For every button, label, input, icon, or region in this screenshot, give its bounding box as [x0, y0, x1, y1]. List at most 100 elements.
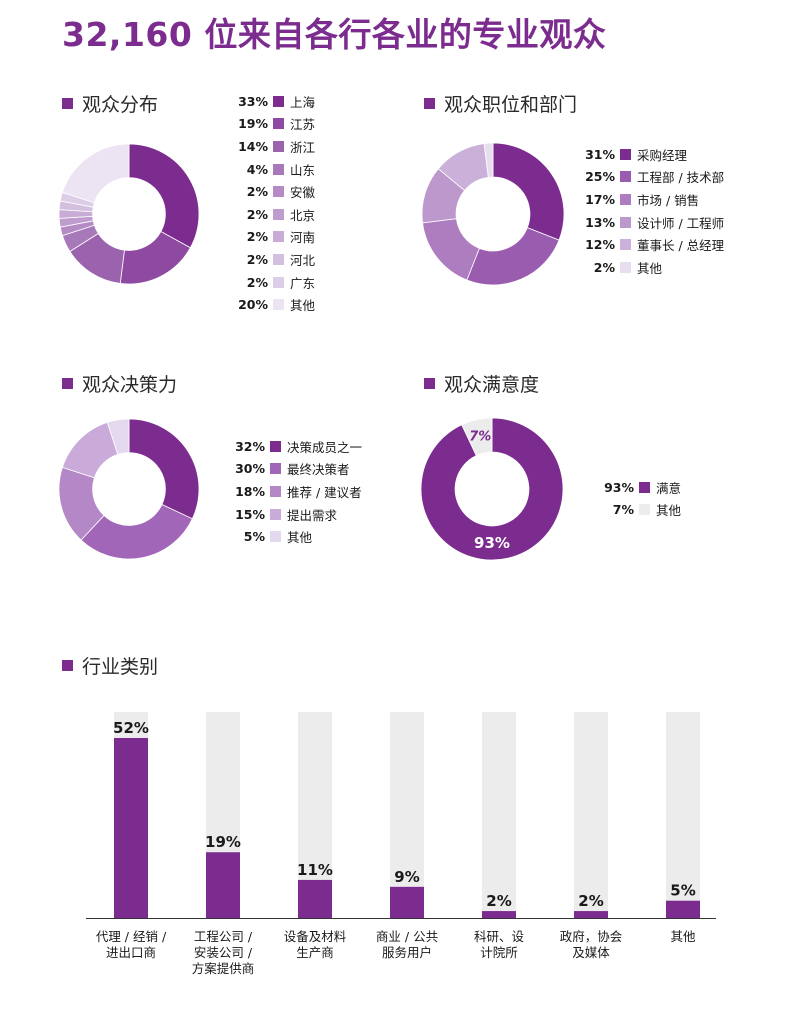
section-marker — [62, 98, 73, 109]
section-title-decision: 观众决策力 — [62, 370, 177, 397]
legend-value: 12% — [585, 237, 615, 253]
legend-value: 93% — [604, 479, 634, 495]
bar — [666, 900, 700, 918]
legend-item: 2% 北京 — [234, 203, 315, 226]
donut-chart-decision — [58, 418, 200, 560]
donut-slice — [61, 143, 130, 204]
legend-value: 32% — [235, 438, 265, 454]
donut-slice — [61, 421, 119, 479]
legend-position: 31% 采购经理 25% 工程部 / 技术部 17% 市场 / 销售 13% 设计师 / 工程… — [581, 143, 724, 279]
legend-swatch — [620, 171, 631, 183]
section-title-position: 观众职位和部门 — [424, 90, 577, 117]
bar — [574, 911, 608, 918]
legend-item: 2% 河北 — [234, 248, 315, 271]
bar — [206, 852, 240, 918]
legend-value: 2% — [246, 274, 268, 290]
legend-item: 25% 工程部 / 技术部 — [581, 166, 724, 189]
legend-item: 14% 浙江 — [234, 135, 315, 158]
section-marker — [424, 98, 435, 109]
legend-item: 5% 其他 — [231, 525, 362, 548]
legend-value: 2% — [246, 229, 268, 245]
bar-category-label: 设备及材料生产商 — [284, 929, 347, 960]
bar-category-label: 其他 — [670, 929, 696, 944]
legend-value: 20% — [238, 297, 268, 313]
slice-label: 93% — [474, 534, 510, 552]
legend-item: 93% 满意 — [600, 476, 681, 499]
bar-value-label: 19% — [205, 833, 241, 851]
legend-label: 广东 — [290, 275, 316, 291]
bar-value-label: 5% — [670, 882, 695, 900]
legend-item: 15% 提出需求 — [231, 503, 362, 526]
legend-swatch — [620, 239, 631, 251]
donut-slice — [128, 418, 200, 520]
legend-swatch — [273, 140, 284, 152]
bar-category-label: 代理 / 经销 /进出口商 — [96, 929, 167, 960]
legend-label: 河南 — [290, 230, 316, 246]
legend-value: 19% — [238, 116, 268, 132]
section-title-text: 行业类别 — [82, 656, 159, 678]
legend-swatch — [273, 95, 284, 107]
legend-satisfaction: 93% 满意 7% 其他 — [600, 476, 681, 521]
section-marker — [62, 660, 73, 671]
legend-swatch — [273, 231, 284, 243]
legend-swatch — [639, 481, 650, 493]
bar-track — [666, 712, 700, 918]
donut-slice — [128, 143, 200, 249]
legend-swatch — [620, 148, 631, 160]
legend-swatch — [273, 299, 284, 311]
bar-track — [574, 712, 608, 918]
legend-item: 7% 其他 — [600, 499, 681, 522]
bar-track — [482, 712, 516, 918]
legend-label: 山东 — [290, 162, 316, 178]
legend-label: 提出需求 — [287, 507, 338, 523]
section-title-satisfaction: 观众满意度 — [424, 370, 539, 397]
legend-label: 采购经理 — [637, 147, 688, 163]
legend-swatch — [273, 208, 284, 220]
bar-value-label: 2% — [486, 892, 511, 910]
bar-category-label: 科研、设计院所 — [474, 929, 525, 960]
section-marker — [62, 378, 73, 389]
legend-item: 2% 安徽 — [234, 180, 315, 203]
bar-category-label: 工程公司 /安装公司 /方案提供商 — [192, 929, 255, 976]
legend-label: 江苏 — [290, 117, 316, 133]
donut-slice — [106, 418, 130, 455]
legend-label: 浙江 — [290, 139, 316, 155]
donut-slice — [466, 227, 560, 286]
legend-label: 设计师 / 工程师 — [637, 215, 725, 231]
donut-chart-satisfaction: 93% 7% — [420, 417, 564, 561]
legend-swatch — [620, 216, 631, 228]
legend-swatch — [273, 276, 284, 288]
bar-value-label: 52% — [113, 719, 149, 737]
legend-item: 4% 山东 — [234, 158, 315, 181]
legend-value: 4% — [246, 161, 268, 177]
legend-swatch — [273, 186, 284, 198]
donut-chart-position — [421, 142, 565, 286]
section-title-industry: 行业类别 — [62, 652, 158, 679]
legend-swatch — [273, 163, 284, 175]
legend-item: 18% 推荐 / 建议者 — [231, 480, 362, 503]
bar — [298, 879, 332, 918]
page-title: 32,160 位来自各行各业的专业观众 — [62, 15, 607, 54]
legend-label: 其他 — [287, 530, 313, 546]
legend-item: 33% 上海 — [234, 90, 315, 113]
legend-label: 其他 — [637, 260, 663, 276]
legend-label: 其他 — [290, 298, 316, 314]
legend-value: 31% — [585, 146, 615, 162]
legend-value: 2% — [246, 206, 268, 222]
legend-label: 工程部 / 技术部 — [637, 170, 725, 186]
section-title-distribution: 观众分布 — [62, 90, 158, 117]
legend-label: 推荐 / 建议者 — [287, 484, 362, 500]
donut-slice — [461, 417, 493, 457]
legend-value: 2% — [246, 184, 268, 200]
legend-value: 17% — [585, 191, 615, 207]
legend-value: 5% — [243, 529, 265, 545]
bar-value-label: 9% — [394, 868, 419, 886]
legend-value: 15% — [235, 506, 265, 522]
legend-swatch — [273, 253, 284, 265]
bar-value-label: 11% — [297, 861, 333, 879]
legend-swatch — [270, 508, 281, 520]
legend-swatch — [273, 118, 284, 130]
donut-slice — [80, 503, 193, 560]
legend-value: 2% — [593, 259, 615, 275]
legend-swatch — [270, 440, 281, 452]
